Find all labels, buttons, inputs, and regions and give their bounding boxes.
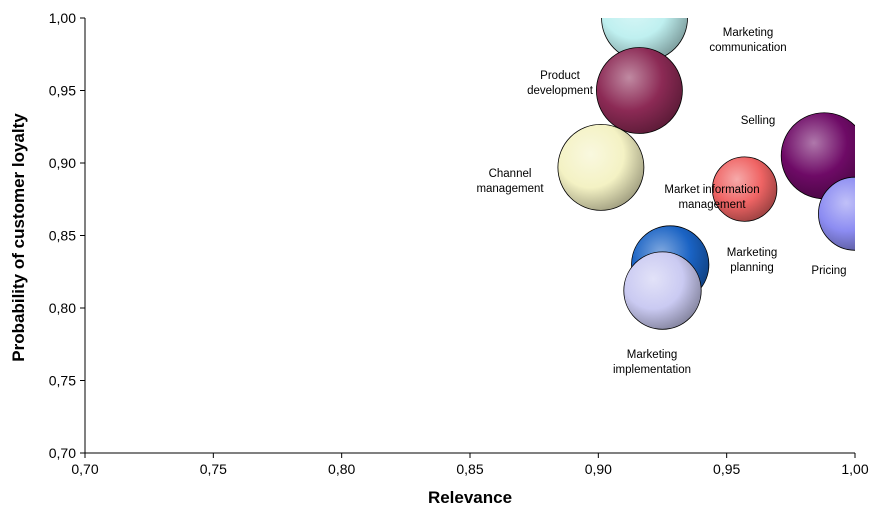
bubble-layer bbox=[557, 18, 855, 330]
y-tick-label: 0,90 bbox=[49, 155, 76, 171]
y-tick-label: 0,75 bbox=[49, 373, 76, 389]
bubble-label: Pricing bbox=[811, 265, 846, 277]
x-tick-label: 0,85 bbox=[456, 461, 483, 477]
x-tick-label: 0,75 bbox=[200, 461, 227, 477]
bubble-label: Product development bbox=[527, 70, 594, 97]
bubble-pricing bbox=[818, 176, 855, 251]
y-tick-label: 0,85 bbox=[49, 228, 76, 244]
bubble-market-information-management bbox=[711, 156, 778, 222]
axes: 0,70 0,75 0,80 0,85 0,90 0,95 1,00 0,70 0,75 0,80… bbox=[49, 10, 869, 477]
bubble-label: Marketing communication bbox=[709, 27, 786, 54]
x-tick-label: 0,95 bbox=[713, 461, 740, 477]
x-tick-label: 1,00 bbox=[841, 461, 868, 477]
bubble-product-development bbox=[596, 47, 683, 134]
bubble-label-layer: Marketing communication Product development… bbox=[476, 27, 846, 376]
y-axis-title: Probability of customer loyalty bbox=[9, 113, 28, 362]
bubble-label: Market information management bbox=[664, 184, 759, 211]
bubble-marketing-implementation bbox=[623, 251, 702, 330]
bubble-label: Channel management bbox=[476, 168, 544, 195]
x-tick-label: 0,70 bbox=[71, 461, 98, 477]
y-tick-label: 0,80 bbox=[49, 300, 76, 316]
x-tick-label: 0,90 bbox=[585, 461, 612, 477]
x-tick-label: 0,80 bbox=[328, 461, 355, 477]
bubble-label: Selling bbox=[741, 115, 776, 127]
y-tick-label: 0,70 bbox=[49, 445, 76, 461]
y-tick-label: 0,95 bbox=[49, 83, 76, 99]
bubble-label: Marketing planning bbox=[727, 247, 778, 274]
y-tick-label: 1,00 bbox=[49, 10, 76, 26]
bubble-channel-management bbox=[557, 123, 645, 211]
x-axis-title: Relevance bbox=[428, 488, 512, 507]
bubble-label: Marketing implementation bbox=[613, 349, 691, 376]
